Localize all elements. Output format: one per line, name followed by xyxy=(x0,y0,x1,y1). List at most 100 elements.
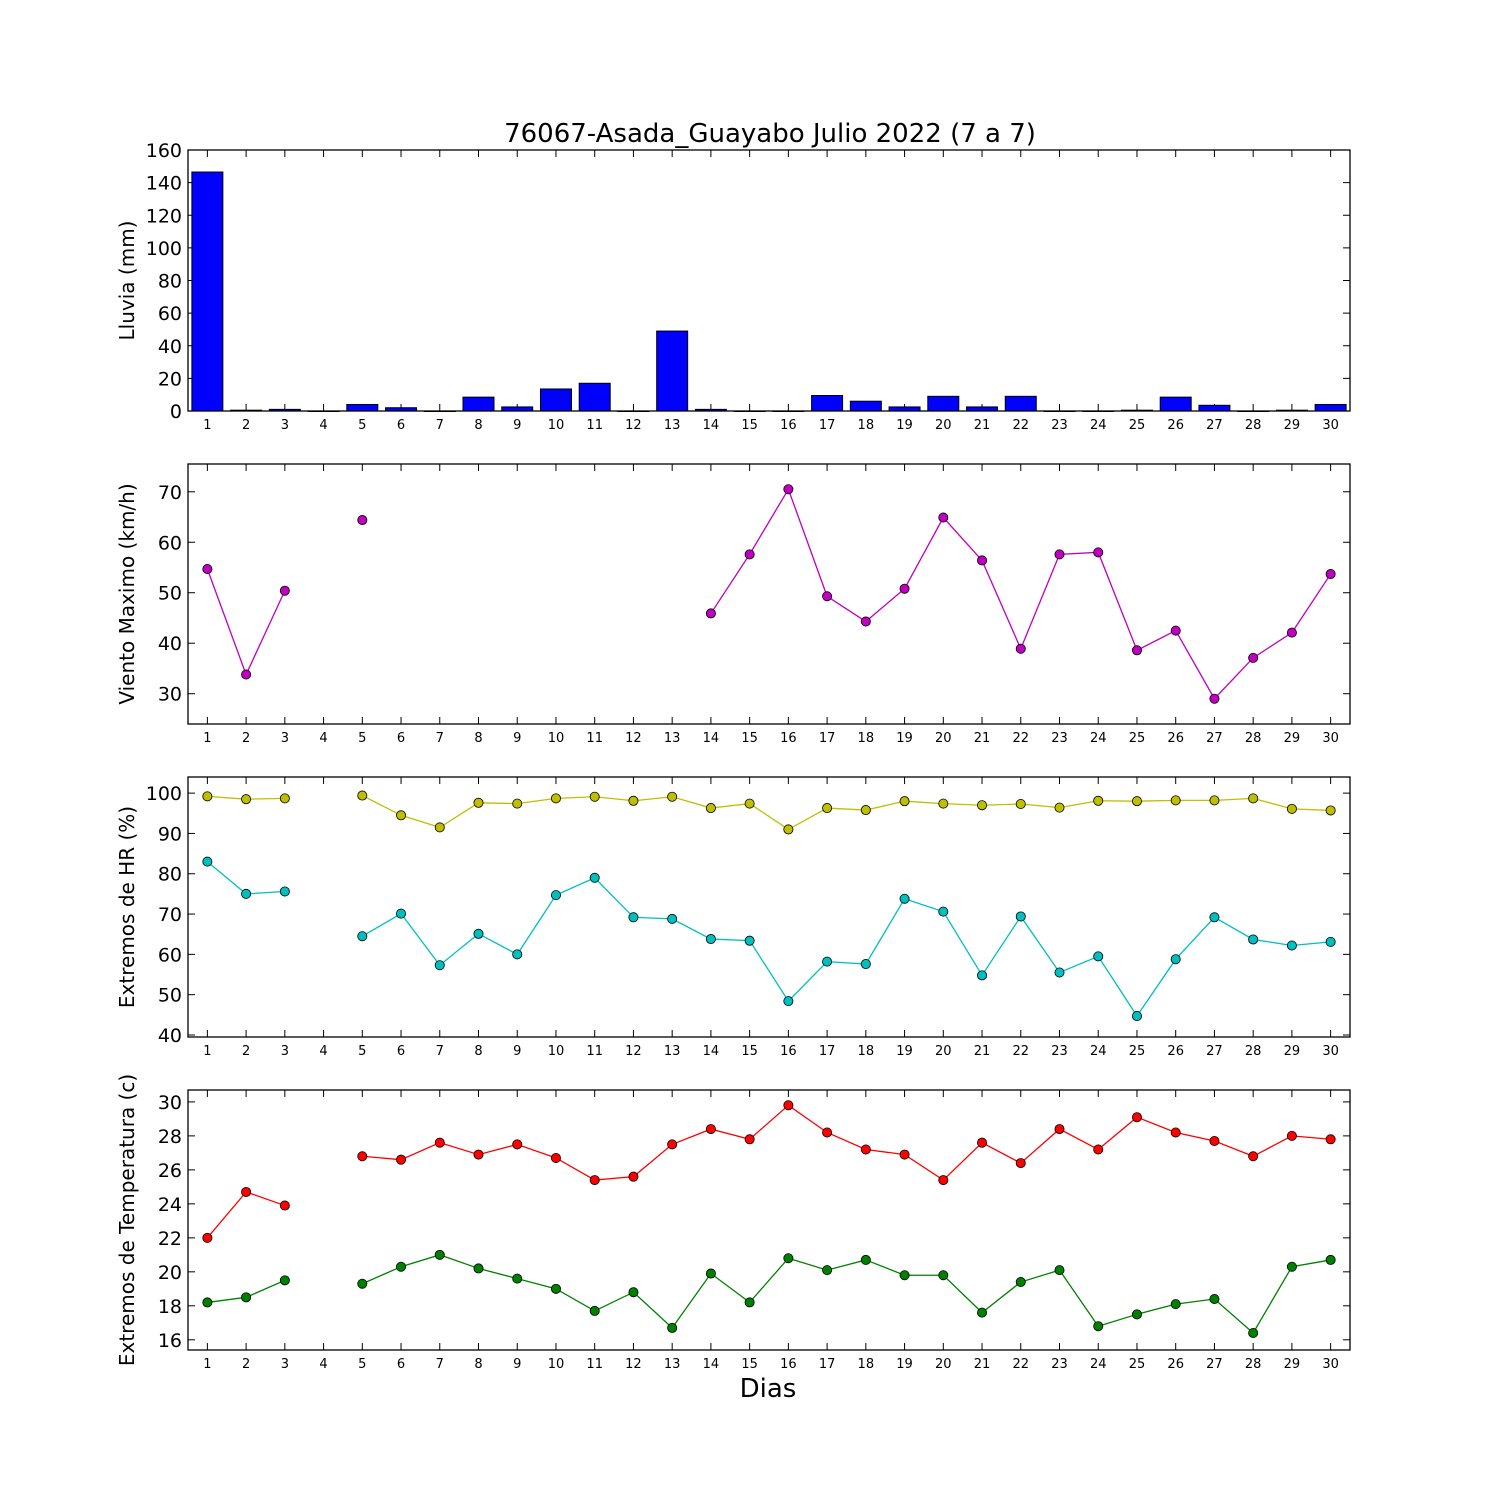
x-tick-label: 22 xyxy=(1012,731,1029,746)
x-tick-label: 14 xyxy=(703,731,720,746)
temperature-series-1-point xyxy=(241,1292,252,1303)
x-tick-label: 19 xyxy=(896,1357,913,1372)
x-tick-label: 27 xyxy=(1206,418,1223,433)
x-tick-label: 10 xyxy=(548,1357,565,1372)
x-tick-label: 23 xyxy=(1051,1044,1068,1059)
rain-bar xyxy=(811,395,844,412)
x-tick-label: 7 xyxy=(436,418,444,433)
humidity-series-1-point xyxy=(279,886,290,897)
x-tick-label: 24 xyxy=(1090,1357,1107,1372)
x-tick-label: 16 xyxy=(780,1044,797,1059)
x-tick-label: 21 xyxy=(974,1357,991,1372)
wind-series-0-point xyxy=(1286,627,1297,638)
humidity-series-1-point xyxy=(202,856,213,867)
y-tick-label: 30 xyxy=(158,684,182,706)
humidity-series-0-point xyxy=(744,798,755,809)
y-tick-label: 20 xyxy=(158,368,182,390)
wind-series-0-point xyxy=(279,585,290,596)
x-tick-label: 23 xyxy=(1051,1357,1068,1372)
humidity-series-0-point xyxy=(977,800,988,811)
x-tick-label: 22 xyxy=(1012,1357,1029,1372)
temperature-series-1-point xyxy=(1248,1328,1259,1339)
wind-series-0-point xyxy=(1093,547,1104,558)
humidity-series-0-point xyxy=(667,791,678,802)
humidity-series-1-point xyxy=(628,912,639,923)
x-tick-label: 11 xyxy=(586,731,603,746)
temperature-series-1-point xyxy=(822,1265,833,1276)
x-tick-label: 2 xyxy=(242,418,250,433)
x-tick-label: 2 xyxy=(242,731,250,746)
x-tick-label: 15 xyxy=(741,1357,758,1372)
x-tick-label: 14 xyxy=(703,1044,720,1059)
x-tick-label: 7 xyxy=(436,1044,444,1059)
temperature-series-0-point xyxy=(589,1175,600,1186)
rain-bar xyxy=(1159,396,1192,412)
x-tick-label: 24 xyxy=(1090,418,1107,433)
temperature-series-1-point xyxy=(1325,1254,1336,1265)
y-tick-label: 80 xyxy=(158,864,182,886)
temperature-series-1-point xyxy=(938,1270,949,1281)
humidity-series-0-point xyxy=(241,794,252,805)
x-tick-label: 25 xyxy=(1129,418,1146,433)
x-tick-label: 10 xyxy=(548,1044,565,1059)
x-tick-label: 6 xyxy=(397,1357,405,1372)
x-tick-label: 17 xyxy=(819,731,836,746)
y-tick-label: 18 xyxy=(158,1296,182,1318)
humidity-series-1-point xyxy=(938,906,949,917)
temperature-series-1-point xyxy=(783,1253,794,1264)
temperature-series-0-point xyxy=(744,1134,755,1145)
humidity-series-0-point xyxy=(434,822,445,833)
x-tick-label: 29 xyxy=(1284,731,1301,746)
y-tick-label: 40 xyxy=(158,1025,182,1047)
humidity-series-1-point xyxy=(1054,967,1065,978)
temperature-series-1-point xyxy=(589,1305,600,1316)
y-tick-label: 16 xyxy=(158,1330,182,1352)
x-tick-label: 8 xyxy=(474,1357,482,1372)
temperature-series-0-point xyxy=(860,1144,871,1155)
temperature-series-1-point xyxy=(1131,1309,1142,1320)
y-tick-label: 22 xyxy=(158,1228,182,1250)
x-tick-label: 7 xyxy=(436,1357,444,1372)
humidity-series-1-point xyxy=(589,872,600,883)
x-tick-label: 25 xyxy=(1129,731,1146,746)
humidity-series-0-point xyxy=(1209,795,1220,806)
x-tick-label: 1 xyxy=(203,418,211,433)
x-tick-label: 20 xyxy=(935,1357,952,1372)
y-tick-label: 90 xyxy=(158,823,182,845)
temperature-series-1-point xyxy=(744,1297,755,1308)
humidity-series-1-point xyxy=(1093,951,1104,962)
x-tick-label: 11 xyxy=(586,418,603,433)
humidity-series-1-point xyxy=(705,934,716,945)
x-tick-label: 1 xyxy=(203,1044,211,1059)
humidity-series-1-point xyxy=(1131,1011,1142,1022)
rain-bar xyxy=(849,400,882,412)
temperature-series-0-point xyxy=(396,1154,407,1165)
temperature-series-1-point xyxy=(473,1263,484,1274)
humidity-series-1-point xyxy=(1248,934,1259,945)
humidity-series-1-point xyxy=(1325,936,1336,947)
wind-series-0-point xyxy=(822,591,833,602)
x-tick-label: 23 xyxy=(1051,731,1068,746)
humidity-series-1-point xyxy=(977,970,988,981)
temperature-series-0-point xyxy=(1093,1144,1104,1155)
y-tick-label: 160 xyxy=(146,140,182,162)
x-tick-label: 26 xyxy=(1167,418,1184,433)
temperature-series-1-point xyxy=(1209,1294,1220,1305)
x-tick-label: 13 xyxy=(664,1357,681,1372)
temperature-series-0-point xyxy=(357,1151,368,1162)
y-tick-label: 100 xyxy=(146,783,182,805)
y-tick-label: 120 xyxy=(146,205,182,227)
humidity-series-1-point xyxy=(1015,911,1026,922)
temperature-series-1-point xyxy=(860,1254,871,1265)
x-tick-label: 30 xyxy=(1322,731,1339,746)
wind-series-0-point xyxy=(1209,693,1220,704)
wind-series-0-point xyxy=(1054,549,1065,560)
temperature-series-1-point xyxy=(357,1278,368,1289)
x-tick-label: 10 xyxy=(548,418,565,433)
rain-plot-frame xyxy=(187,149,1351,412)
temperature-series-1-point xyxy=(434,1249,445,1260)
x-tick-label: 17 xyxy=(819,1357,836,1372)
y-tick-label: 140 xyxy=(146,173,182,195)
